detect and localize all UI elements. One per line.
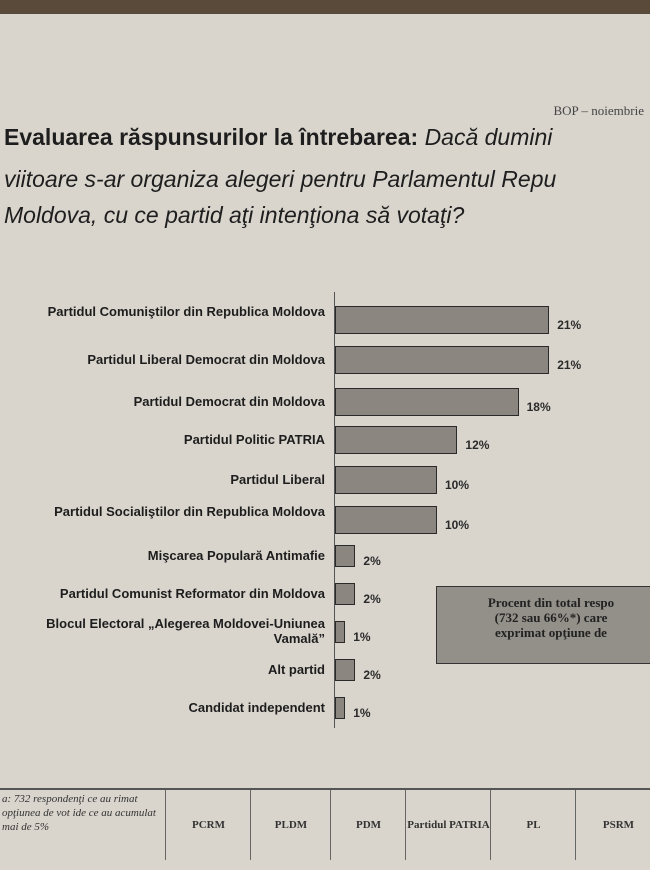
- bar: [335, 583, 356, 605]
- value-label: 2%: [363, 592, 381, 606]
- title-italic: Dacă dumini: [424, 124, 553, 150]
- bar: [335, 388, 519, 416]
- bar: [335, 466, 437, 494]
- table-header: PL: [490, 790, 576, 860]
- category-label: Partidul Democrat din Moldova: [133, 394, 325, 409]
- table-header: PSRM: [575, 790, 650, 860]
- value-label: 2%: [363, 554, 381, 568]
- bar: [335, 306, 550, 334]
- bar: [335, 697, 346, 719]
- page-edge: [0, 0, 650, 14]
- value-label: 10%: [445, 518, 470, 532]
- table: a: 732 respondenţi ce au rimat opţiunea …: [0, 788, 650, 870]
- value-label: 21%: [557, 358, 582, 372]
- title-line: Evaluarea răspunsurilor la întrebarea: D…: [4, 124, 552, 151]
- title-line: viitoare s-ar organiza alegeri pentru Pa…: [4, 166, 557, 192]
- table-note: a: 732 respondenţi ce au rimat opţiunea …: [2, 793, 156, 833]
- callout-line: exprimat opţiune de: [495, 625, 607, 640]
- category-label: Blocul Electoral „Alegerea Moldovei-Uniu…: [46, 616, 325, 646]
- category-label: Partidul Liberal: [230, 472, 325, 487]
- bar: [335, 346, 550, 374]
- bar: [335, 545, 356, 567]
- category-label: Partidul Liberal Democrat din Moldova: [87, 352, 325, 367]
- value-label: 18%: [526, 400, 551, 414]
- category-label: Partidul Politic PATRIA: [183, 432, 325, 447]
- value-label: 2%: [363, 668, 381, 682]
- bar: [335, 426, 458, 454]
- callout: Procent din total respo (732 sau 66%*) ca…: [436, 586, 650, 664]
- value-label: 12%: [465, 438, 490, 452]
- title-line: Moldova, cu ce partid aţi intenţiona să …: [4, 202, 465, 228]
- table-header: PDM: [330, 790, 406, 860]
- table-header: PCRM: [165, 790, 251, 860]
- category-label: Candidat independent: [188, 700, 326, 715]
- title-bold: Evaluarea răspunsurilor la întrebarea:: [4, 124, 419, 150]
- category-label: Alt partid: [267, 662, 325, 677]
- category-label: Partidul Comunist Reformator din Moldova: [59, 586, 325, 601]
- callout-line: Procent din total respo: [487, 595, 615, 610]
- category-label: Partidul Comuniştilor din Republica Mold…: [47, 304, 325, 319]
- running-header: BOP – noiembrie: [553, 103, 644, 118]
- category-label: Partidul Socialiştilor din Republica Mol…: [54, 504, 325, 519]
- table-header: PLDM: [250, 790, 331, 860]
- axis-line: [334, 292, 335, 728]
- category-label: Mişcarea Populară Antimafie: [147, 548, 325, 563]
- value-label: 21%: [557, 318, 582, 332]
- value-label: 1%: [353, 706, 371, 720]
- table-header: Partidul PATRIA: [405, 790, 491, 860]
- value-label: 10%: [445, 478, 470, 492]
- value-label: 1%: [353, 630, 371, 644]
- bar: [335, 506, 437, 534]
- bar: [335, 659, 356, 681]
- callout-line: (732 sau 66%*) care: [494, 610, 608, 625]
- bar: [335, 621, 346, 643]
